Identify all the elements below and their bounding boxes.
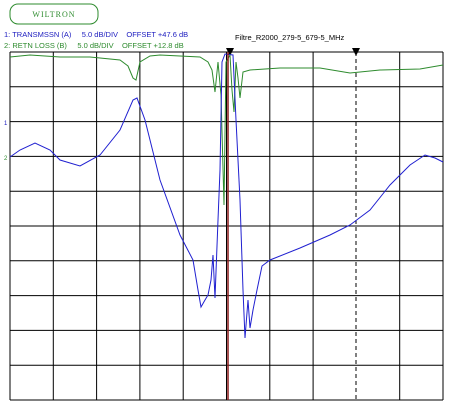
transmission-trace [9,53,444,339]
marker-arrow [226,48,234,56]
ref-marker-2: 2 [4,156,8,162]
trace2-label: 2: RETN LOSS (B) 5.0 dB/DIV OFFSET +12.8… [4,41,184,50]
title: Filtre_R2000_279-5_679-5_MHz [235,33,344,42]
logo-box [9,3,99,25]
marker-arrow [352,48,360,56]
ref-marker-1: 1 [4,121,8,127]
trace1-label: 1: TRANSMSSN (A) 5.0 dB/DIV OFFSET +47.6… [4,30,188,39]
grid [9,51,444,401]
logo: WILTRON [32,10,75,19]
